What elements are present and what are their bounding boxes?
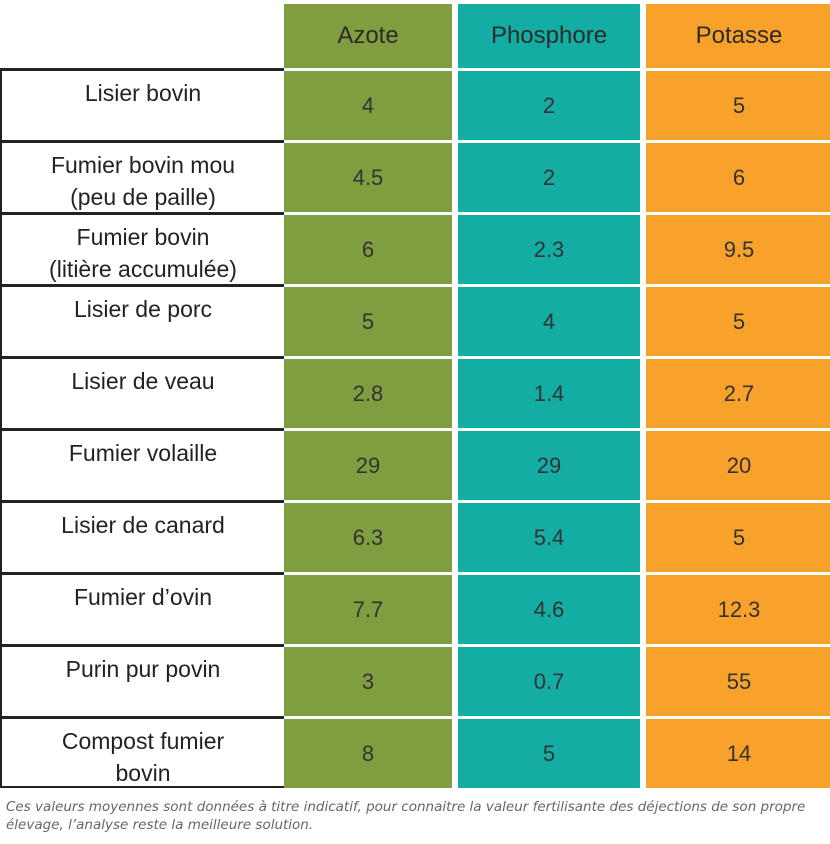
cell-azote: 8	[284, 716, 452, 788]
row-label: Lisier de porc	[0, 284, 284, 356]
cell-potasse: 5	[646, 284, 830, 356]
row-label: Lisier bovin	[0, 68, 284, 140]
header-azote: Azote	[284, 4, 452, 68]
cell-azote: 6	[284, 212, 452, 284]
cell-potasse: 9.5	[646, 212, 830, 284]
row-label: Purin pur povin	[0, 644, 284, 716]
row-label: Lisier de canard	[0, 500, 284, 572]
footnote: Ces valeurs moyennes sont données à titr…	[6, 799, 806, 833]
cell-potasse: 6	[646, 140, 830, 212]
table-corner	[0, 0, 278, 68]
cell-azote: 4	[284, 68, 452, 140]
cell-potasse: 5	[646, 500, 830, 572]
cell-phosphore: 2.3	[458, 212, 640, 284]
cell-potasse: 14	[646, 716, 830, 788]
row-label: Fumier d’ovin	[0, 572, 284, 644]
cell-potasse: 12.3	[646, 572, 830, 644]
cell-phosphore: 1.4	[458, 356, 640, 428]
cell-potasse: 2.7	[646, 356, 830, 428]
cell-potasse: 5	[646, 68, 830, 140]
row-label: Compost fumier bovin	[0, 716, 284, 788]
fertilizer-table: Azote Phosphore Potasse Lisier bovin 4 2 5 F…	[0, 0, 830, 788]
row-label: Fumier bovin (litière accumulée)	[0, 212, 284, 284]
cell-azote: 5	[284, 284, 452, 356]
cell-azote: 2.8	[284, 356, 452, 428]
cell-azote: 3	[284, 644, 452, 716]
header-potasse: Potasse	[646, 4, 830, 68]
cell-phosphore: 5.4	[458, 500, 640, 572]
cell-phosphore: 0.7	[458, 644, 640, 716]
cell-phosphore: 2	[458, 140, 640, 212]
row-label: Lisier de veau	[0, 356, 284, 428]
cell-phosphore: 5	[458, 716, 640, 788]
header-phosphore: Phosphore	[458, 4, 640, 68]
cell-phosphore: 2	[458, 68, 640, 140]
cell-azote: 6.3	[284, 500, 452, 572]
cell-potasse: 20	[646, 428, 830, 500]
row-label: Fumier bovin mou (peu de paille)	[0, 140, 284, 212]
cell-azote: 4.5	[284, 140, 452, 212]
row-label: Fumier volaille	[0, 428, 284, 500]
cell-azote: 29	[284, 428, 452, 500]
cell-phosphore: 4	[458, 284, 640, 356]
cell-phosphore: 29	[458, 428, 640, 500]
cell-azote: 7.7	[284, 572, 452, 644]
cell-potasse: 55	[646, 644, 830, 716]
cell-phosphore: 4.6	[458, 572, 640, 644]
